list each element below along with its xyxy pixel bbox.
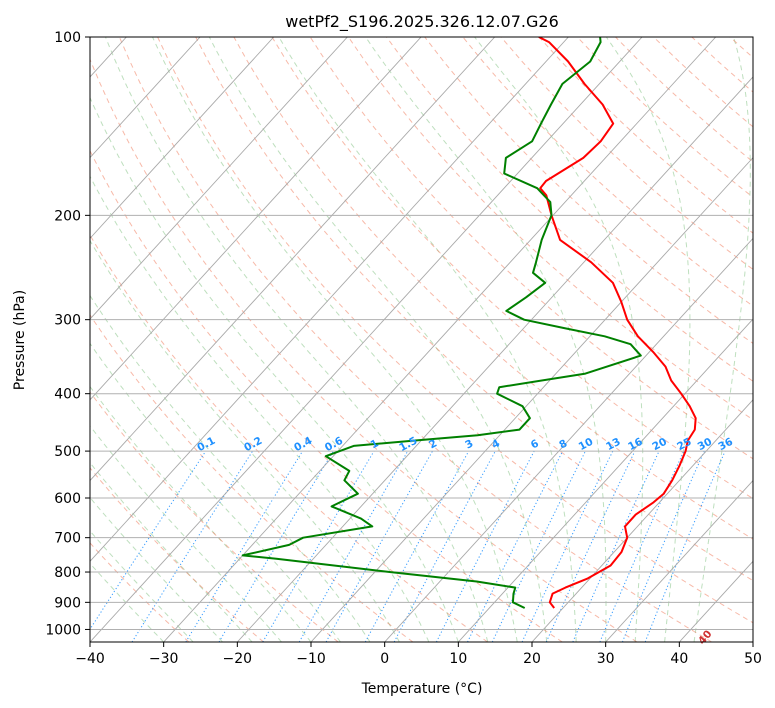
temperature-line: [538, 37, 697, 609]
y-tick-label-200: 200: [54, 208, 81, 224]
dry-adiabat-130: [462, 37, 753, 307]
moist-adiabat--26: [90, 530, 194, 642]
moist-adiabat-30: [365, 37, 607, 642]
moist-adiabat--22: [90, 496, 223, 642]
x-tick-label-40: 40: [670, 651, 688, 667]
isotherm-0: [384, 237, 753, 642]
dry-adiabat-50: [157, 37, 753, 624]
y-tick-label-900: 900: [54, 595, 81, 611]
isotherm--100: [90, 37, 201, 159]
mixing-ratio-line-20: [572, 450, 660, 642]
x-tick-label-30: 30: [597, 651, 615, 667]
dry-adiabat-60: [195, 37, 753, 582]
mixing-ratio-line-0.6: [218, 450, 334, 642]
isotherm--70: [90, 37, 422, 401]
moist-adiabat--2: [90, 294, 371, 642]
x-tick-label--20: −20: [223, 651, 253, 667]
chart-title: wetPf2_S196.2025.326.12.07.G26: [285, 12, 559, 32]
moist-adiabat-10: [90, 96, 459, 642]
mixing-ratio-line-4: [393, 450, 496, 642]
mixing-ratio-line-2: [325, 450, 433, 642]
moist-adiabat--30: [90, 562, 165, 642]
isotherm-20: [531, 399, 753, 642]
moist-adiabat-42: [693, 37, 751, 642]
isotherm--10: [310, 156, 753, 642]
x-axis-label: Temperature (°C): [361, 681, 483, 697]
y-tick-label-400: 400: [54, 387, 81, 403]
moist-adiabat--14: [90, 425, 282, 642]
mixing-ratio-line-6: [435, 450, 535, 642]
isotherm--50: [90, 37, 569, 562]
mixing-ratio-line-30: [621, 450, 705, 642]
x-tick-label-50: 50: [744, 651, 762, 667]
dry-adiabat--20: [90, 467, 264, 642]
mixing-ratio-line-8: [467, 450, 564, 642]
mixing-ratio-line-3: [364, 450, 470, 642]
dry-adiabat-110: [386, 37, 753, 382]
y-tick-label-1000: 1000: [45, 622, 81, 638]
moist-adiabat-6: [90, 175, 430, 642]
dry-adiabat-10: [90, 234, 488, 642]
mixing-ratio-line-0.1: [90, 450, 207, 631]
y-axis-label: Pressure (hPa): [12, 290, 28, 390]
isotherm--90: [90, 37, 275, 240]
isotherm-10: [458, 318, 753, 642]
isotherm--30: [163, 37, 717, 642]
moist-adiabat-22: [208, 37, 548, 642]
mixing-ratio-line-25: [599, 450, 685, 642]
plot-frame: [89, 36, 754, 643]
isotherm--80: [90, 37, 348, 320]
isotherm--60: [90, 37, 496, 482]
dry-adiabat--10: [90, 391, 339, 642]
dewpoint-line: [241, 37, 642, 609]
dry-adiabat-80: [271, 37, 753, 500]
y-tick-label-300: 300: [54, 313, 81, 329]
moist-adiabat--18: [90, 462, 253, 642]
moist-adiabat-18: [152, 37, 518, 642]
x-tick-label-10: 10: [449, 651, 467, 667]
x-tick-label--40: −40: [75, 651, 105, 667]
isotherm--20: [237, 76, 753, 642]
dry-adiabat-100: [347, 37, 753, 421]
y-tick-label-800: 800: [54, 565, 81, 581]
y-tick-label-100: 100: [54, 30, 81, 46]
isotherm--40: [90, 37, 643, 642]
x-tick-label--10: −10: [296, 651, 326, 667]
mixing-ratio-line-0.4: [185, 450, 304, 642]
moist-adiabat-34: [474, 37, 644, 642]
x-tick-label-20: 20: [523, 651, 541, 667]
x-tick-label--30: −30: [149, 651, 179, 667]
moist-adiabat-2: [90, 239, 400, 642]
y-tick-label-500: 500: [54, 444, 81, 460]
moist-adiabat-38: [605, 37, 691, 642]
isotherm-30: [605, 479, 753, 642]
y-tick-label-600: 600: [54, 491, 81, 507]
y-tick-label-700: 700: [54, 531, 81, 547]
dry-adiabat-20: [90, 149, 563, 642]
x-tick-label-0: 0: [380, 651, 389, 667]
moist-adiabat-26: [278, 37, 577, 642]
